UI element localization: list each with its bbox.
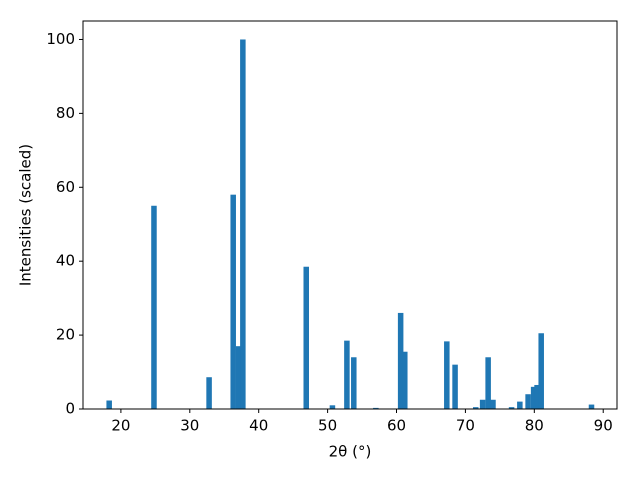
y-tick-label: 80 [56,104,75,122]
bar [444,341,450,409]
y-tick-label: 40 [56,252,75,270]
plot-frame [82,20,618,410]
bar [397,312,404,409]
bar [530,386,537,409]
bar [517,401,523,409]
x-tick-label: 70 [456,417,475,435]
bar [240,39,246,409]
bar [490,399,496,409]
bar [485,357,491,409]
y-tick-label: 60 [56,178,75,196]
x-tick-label: 30 [180,417,199,435]
bar [230,194,236,409]
y-tick-label: 20 [56,326,75,344]
bar [472,407,479,409]
bar [351,357,357,409]
bar [329,405,336,409]
x-tick-label: 80 [525,417,544,435]
bar [538,333,544,409]
bar [534,384,540,409]
bar [151,205,157,409]
x-tick-label: 50 [318,417,337,435]
bar [206,377,212,409]
bar [235,346,242,409]
x-axis-label: 2θ (°) [329,443,372,461]
x-tick-label: 20 [111,417,130,435]
bar [508,407,515,409]
bar [588,404,595,409]
bar [452,364,458,409]
bar [525,394,531,409]
bar [479,399,486,409]
bar [402,351,408,409]
x-tick-label: 90 [594,417,613,435]
y-tick-label: 100 [46,30,75,48]
y-tick-label: 0 [65,400,75,418]
bar [344,340,350,409]
x-tick-label: 40 [249,417,268,435]
bar [303,266,310,409]
bar [373,407,379,409]
bar [106,400,112,409]
y-axis-label: Intensities (scaled) [17,144,35,286]
x-tick-label: 60 [387,417,406,435]
